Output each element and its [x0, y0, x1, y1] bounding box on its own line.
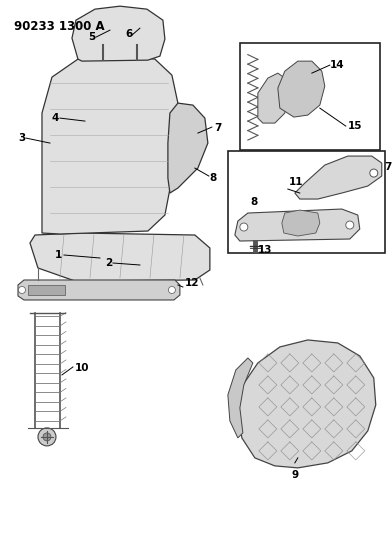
Text: 15: 15: [348, 121, 362, 131]
Circle shape: [43, 433, 51, 441]
Polygon shape: [295, 156, 382, 199]
Polygon shape: [72, 6, 165, 61]
Text: 12: 12: [185, 278, 200, 288]
Text: 8: 8: [251, 197, 258, 207]
Polygon shape: [282, 210, 320, 236]
Polygon shape: [258, 73, 288, 123]
Text: 6: 6: [125, 29, 132, 39]
Bar: [228, 151, 385, 253]
Text: 1: 1: [55, 250, 62, 260]
Circle shape: [18, 287, 25, 294]
Polygon shape: [18, 280, 180, 300]
Circle shape: [370, 169, 378, 177]
Polygon shape: [168, 103, 208, 193]
Text: 4: 4: [52, 113, 59, 123]
Circle shape: [346, 221, 354, 229]
Text: 14: 14: [330, 60, 345, 70]
Polygon shape: [30, 233, 210, 281]
Polygon shape: [238, 340, 376, 468]
Text: 3: 3: [18, 133, 25, 143]
Polygon shape: [228, 358, 253, 438]
Text: 7: 7: [384, 162, 391, 172]
Text: 10: 10: [75, 363, 89, 373]
Text: 8: 8: [210, 173, 217, 183]
Circle shape: [240, 223, 248, 231]
Polygon shape: [42, 55, 178, 234]
Text: 90233 1300 A: 90233 1300 A: [14, 20, 105, 33]
Text: 11: 11: [289, 177, 303, 187]
Polygon shape: [28, 285, 65, 295]
Text: 2: 2: [105, 258, 112, 268]
Polygon shape: [235, 209, 360, 241]
Text: 13: 13: [258, 245, 272, 255]
Polygon shape: [278, 61, 325, 117]
Text: 7: 7: [214, 123, 221, 133]
Text: 5: 5: [88, 32, 95, 42]
Text: 9: 9: [291, 470, 298, 480]
Circle shape: [38, 428, 56, 446]
Circle shape: [169, 287, 175, 294]
Bar: [240, 43, 380, 150]
